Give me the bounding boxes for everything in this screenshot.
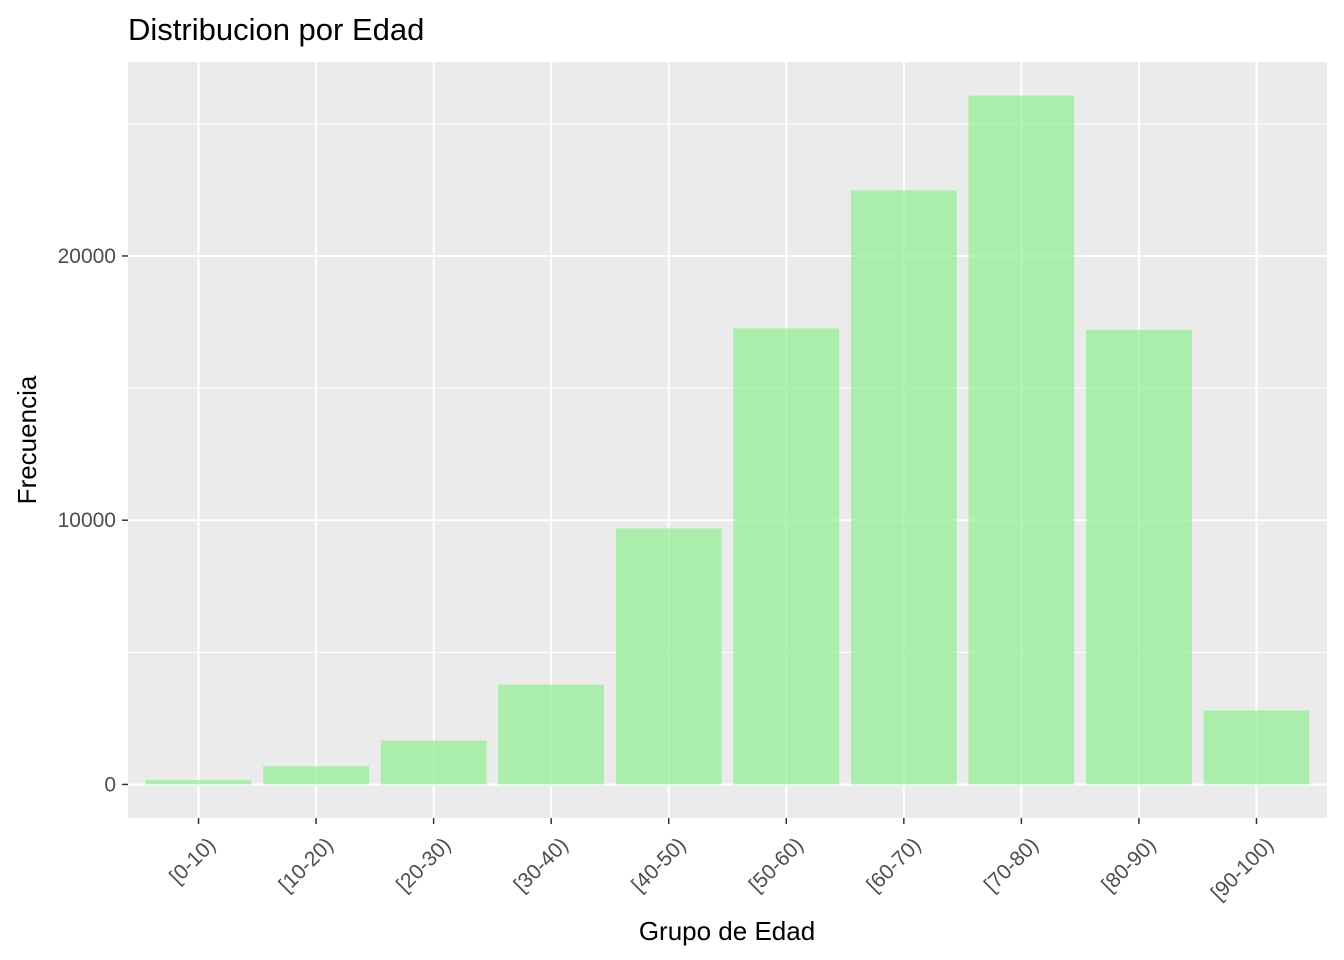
- bar-[50-60): [733, 328, 840, 785]
- y-axis-title: Frecuencia: [12, 375, 42, 504]
- x-axis: [0-10) [10-20) [20-30) [30-40) [40-50) [50-60…: [165, 818, 1278, 905]
- bar-[40-50): [615, 528, 722, 785]
- bar-[0-10): [145, 780, 252, 785]
- x-tick-label: [60-70): [862, 833, 925, 896]
- y-tick-label: 0: [104, 773, 116, 796]
- x-tick-label: [20-30): [392, 833, 455, 896]
- bar-[10-20): [263, 766, 369, 785]
- x-tick-label: [80-90): [1097, 833, 1160, 896]
- x-tick-label: [0-10): [165, 833, 220, 888]
- x-tick-label: [50-60): [745, 833, 808, 896]
- bar-[60-70): [850, 190, 957, 785]
- x-tick-label: [10-20): [274, 833, 337, 896]
- x-axis-title: Grupo de Edad: [639, 916, 815, 946]
- x-tick-label: [70-80): [980, 833, 1043, 896]
- y-tick-label: 10000: [58, 509, 116, 532]
- x-tick-label: [40-50): [627, 833, 690, 896]
- bar-[90-100): [1203, 710, 1310, 785]
- x-tick-label: [30-40): [510, 833, 573, 896]
- bar-[20-30): [380, 740, 487, 785]
- bar-[70-80): [968, 95, 1075, 785]
- bars: [145, 95, 1310, 785]
- bar-[80-90): [1086, 329, 1192, 785]
- y-tick-label: 20000: [58, 245, 116, 268]
- chart-title: Distribucion por Edad: [128, 12, 424, 47]
- bar-[30-40): [498, 684, 605, 785]
- x-tick-label: [90-100): [1207, 833, 1279, 905]
- y-axis: 0 10000 20000: [58, 245, 128, 796]
